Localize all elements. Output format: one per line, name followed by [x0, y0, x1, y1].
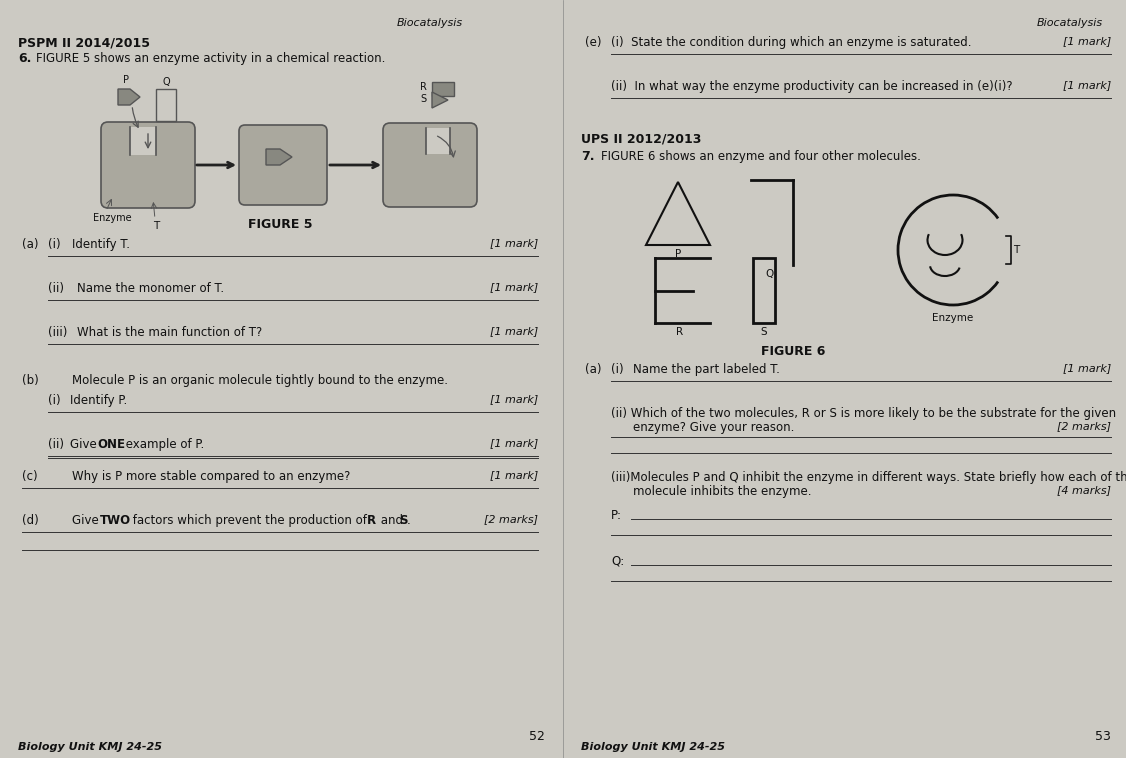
Text: T: T — [1013, 245, 1019, 255]
Text: 53: 53 — [1096, 730, 1111, 743]
Text: (a): (a) — [23, 238, 38, 251]
Text: [1 mark]: [1 mark] — [1063, 363, 1111, 373]
Text: ONE: ONE — [97, 438, 125, 451]
Bar — [157, 89, 176, 121]
Text: (ii): (ii) — [48, 438, 64, 451]
Text: (i): (i) — [48, 394, 61, 407]
Text: [1 mark]: [1 mark] — [490, 238, 538, 248]
Text: Q:: Q: — [611, 555, 624, 568]
Text: [2 marks]: [2 marks] — [1057, 421, 1111, 431]
Text: P:: P: — [611, 509, 622, 522]
Text: (a): (a) — [586, 363, 601, 376]
Text: Enzyme: Enzyme — [932, 313, 974, 323]
Text: Why is P more stable compared to an enzyme?: Why is P more stable compared to an enzy… — [72, 470, 350, 483]
Text: (c): (c) — [23, 470, 37, 483]
FancyBboxPatch shape — [239, 125, 327, 205]
Text: R: R — [677, 327, 683, 337]
Text: (i): (i) — [48, 238, 61, 251]
Text: molecule inhibits the enzyme.: molecule inhibits the enzyme. — [633, 485, 812, 498]
Polygon shape — [646, 182, 711, 245]
Text: (b): (b) — [23, 374, 38, 387]
Text: example of P.: example of P. — [122, 438, 204, 451]
Text: Identify T.: Identify T. — [72, 238, 129, 251]
Text: 7.: 7. — [581, 150, 595, 163]
Text: Give: Give — [70, 438, 100, 451]
Text: Q: Q — [765, 269, 774, 279]
Text: P: P — [674, 249, 681, 259]
Text: S: S — [420, 94, 426, 104]
Text: UPS II 2012/2013: UPS II 2012/2013 — [581, 132, 701, 145]
Text: Molecule P is an organic molecule tightly bound to the enzyme.: Molecule P is an organic molecule tightl… — [72, 374, 448, 387]
Polygon shape — [432, 92, 448, 108]
Text: FIGURE 6 shows an enzyme and four other molecules.: FIGURE 6 shows an enzyme and four other … — [601, 150, 921, 163]
Text: .: . — [406, 514, 411, 527]
Text: R: R — [420, 82, 427, 92]
Text: [1 mark]: [1 mark] — [1063, 36, 1111, 46]
Text: enzyme? Give your reason.: enzyme? Give your reason. — [633, 421, 794, 434]
Text: What is the main function of T?: What is the main function of T? — [77, 326, 262, 339]
Text: Biology Unit KMJ 24-25: Biology Unit KMJ 24-25 — [18, 742, 162, 752]
Text: Q: Q — [162, 77, 170, 87]
Text: Biocatalysis: Biocatalysis — [397, 18, 463, 28]
Text: (i)  State the condition during which an enzyme is saturated.: (i) State the condition during which an … — [611, 36, 972, 49]
Text: T: T — [153, 221, 159, 231]
Text: TWO: TWO — [100, 514, 131, 527]
Text: (ii): (ii) — [48, 282, 64, 295]
Text: (ii) Which of the two molecules, R or S is more likely to be the substrate for t: (ii) Which of the two molecules, R or S … — [611, 407, 1116, 420]
Text: Biocatalysis: Biocatalysis — [1037, 18, 1103, 28]
Text: P: P — [123, 75, 129, 85]
Text: 6.: 6. — [18, 52, 32, 65]
Text: factors which prevent the production of: factors which prevent the production of — [129, 514, 370, 527]
Text: [4 marks]: [4 marks] — [1057, 485, 1111, 495]
Text: [1 mark]: [1 mark] — [490, 470, 538, 480]
FancyBboxPatch shape — [383, 123, 477, 207]
Text: Biology Unit KMJ 24-25: Biology Unit KMJ 24-25 — [581, 742, 725, 752]
Text: Name the monomer of T.: Name the monomer of T. — [77, 282, 224, 295]
Text: (iii): (iii) — [48, 326, 68, 339]
Text: (e): (e) — [586, 36, 601, 49]
Text: [1 mark]: [1 mark] — [1063, 80, 1111, 90]
Polygon shape — [118, 89, 140, 105]
Bar — [129, 127, 157, 155]
Polygon shape — [266, 149, 292, 165]
Text: and: and — [377, 514, 406, 527]
Text: PSPM II 2014/2015: PSPM II 2014/2015 — [18, 36, 150, 49]
Text: S: S — [399, 514, 408, 527]
Text: [2 marks]: [2 marks] — [484, 514, 538, 524]
Text: Give: Give — [72, 514, 102, 527]
Text: (ii)  In what way the enzyme productivity can be increased in (e)(i)?: (ii) In what way the enzyme productivity… — [611, 80, 1012, 93]
Text: Name the part labeled T.: Name the part labeled T. — [633, 363, 780, 376]
Bar — [426, 128, 450, 154]
Bar — [432, 82, 454, 96]
Text: 52: 52 — [529, 730, 545, 743]
Text: Identify P.: Identify P. — [70, 394, 127, 407]
Text: FIGURE 5: FIGURE 5 — [248, 218, 312, 231]
Text: Enzyme: Enzyme — [93, 213, 132, 223]
Text: S: S — [761, 327, 767, 337]
Text: [1 mark]: [1 mark] — [490, 326, 538, 336]
Text: R: R — [367, 514, 376, 527]
Bar — [753, 258, 775, 323]
Text: [1 mark]: [1 mark] — [490, 394, 538, 404]
Text: (iii)Molecules P and Q inhibit the enzyme in different ways. State briefly how e: (iii)Molecules P and Q inhibit the enzym… — [611, 471, 1126, 484]
Text: (d): (d) — [23, 514, 38, 527]
FancyBboxPatch shape — [101, 122, 195, 208]
Text: (i): (i) — [611, 363, 624, 376]
Text: FIGURE 5 shows an enzyme activity in a chemical reaction.: FIGURE 5 shows an enzyme activity in a c… — [36, 52, 385, 65]
Text: [1 mark]: [1 mark] — [490, 438, 538, 448]
Text: FIGURE 6: FIGURE 6 — [761, 345, 825, 358]
Text: [1 mark]: [1 mark] — [490, 282, 538, 292]
